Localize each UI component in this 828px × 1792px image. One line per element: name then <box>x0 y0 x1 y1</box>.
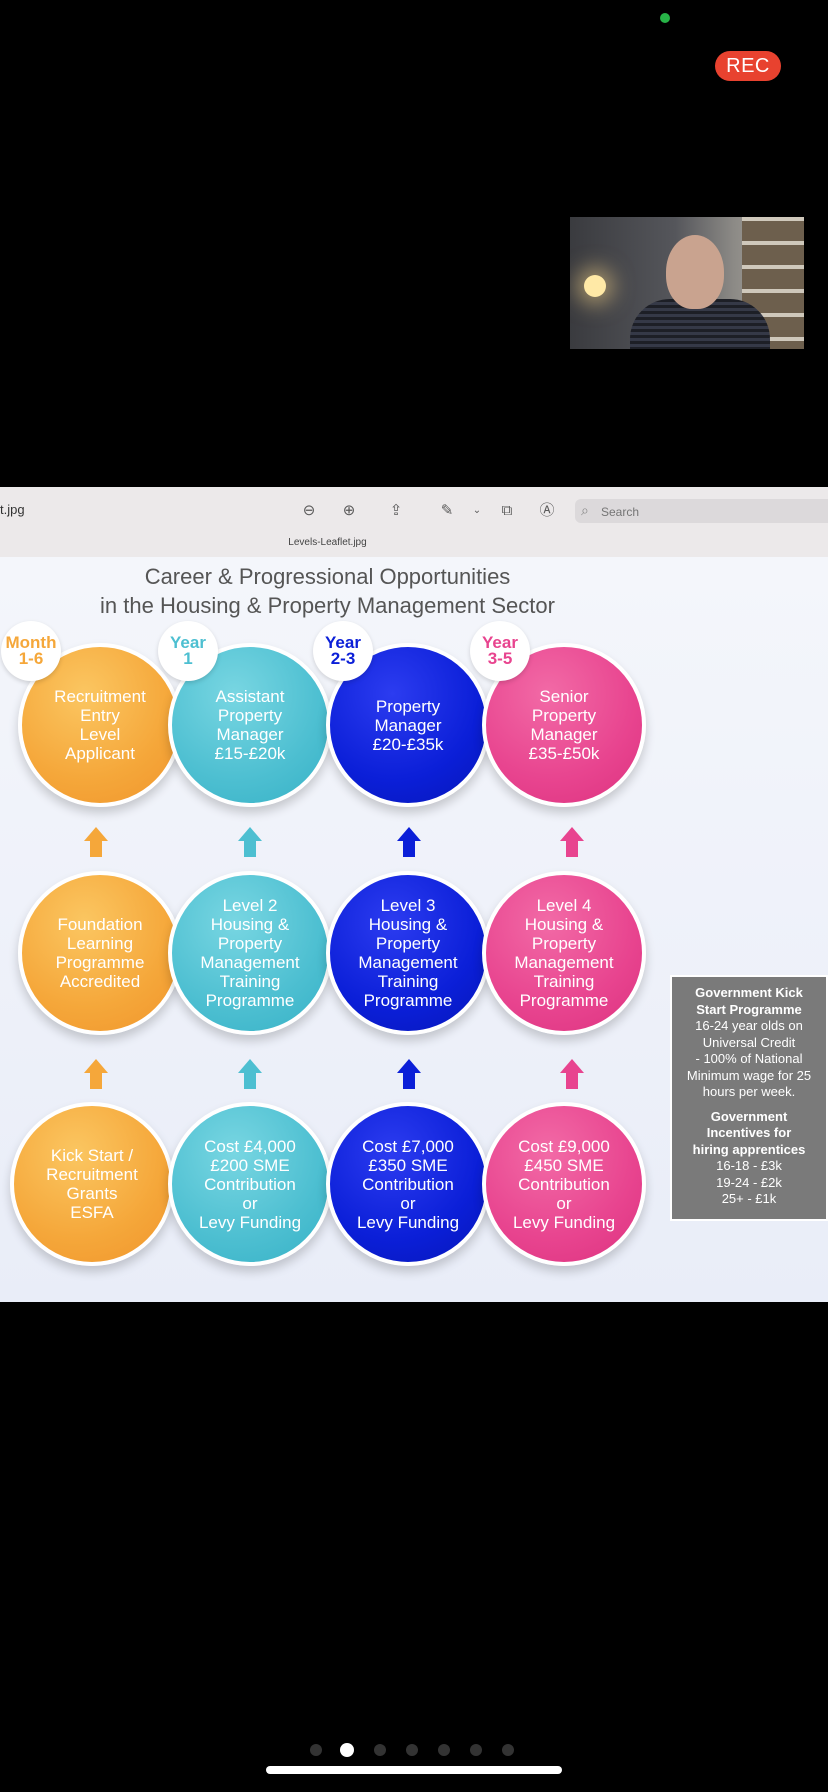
incentives-text: 16-18 - £3k 19-24 - £2k 25+ - £1k <box>716 1158 782 1206</box>
timeline-badge: Year 2-3 <box>313 621 373 681</box>
training-circle: Level 4 Housing & Property Management Tr… <box>482 871 646 1035</box>
document-filename: Levels-Leaflet.jpg <box>288 537 367 548</box>
page-dot-active[interactable] <box>340 1743 354 1757</box>
kick-start-text: 16-24 year olds on Universal Credit - 10… <box>686 1018 812 1099</box>
home-indicator[interactable] <box>266 1766 562 1774</box>
leaflet-image: Career & Progressional Opportunities in … <box>0 557 828 1302</box>
page-dot[interactable] <box>438 1744 450 1756</box>
training-text: Foundation Learning Programme Accredited <box>55 915 145 991</box>
funding-text: Cost £4,000 £200 SME Contribution or Lev… <box>198 1136 302 1232</box>
page-dot[interactable] <box>470 1744 482 1756</box>
page-dot[interactable] <box>374 1744 386 1756</box>
zoom-in-icon[interactable]: ⊕ <box>342 502 356 519</box>
career-step-text: Property Manager £20-£35k <box>372 696 444 754</box>
page-indicator[interactable] <box>0 1743 828 1758</box>
training-text: Level 3 Housing & Property Management Tr… <box>358 896 458 1010</box>
share-icon[interactable]: ⇪ <box>389 502 403 519</box>
funding-circle: Cost £7,000 £350 SME Contribution or Lev… <box>326 1102 490 1266</box>
funding-text: Kick Start / Recruitment Grants ESFA <box>46 1146 138 1222</box>
government-incentives-box: Government Kick Start Programme 16-24 ye… <box>670 975 828 1221</box>
participant-video[interactable] <box>570 217 804 349</box>
funding-circle: Cost £9,000 £450 SME Contribution or Lev… <box>482 1102 646 1266</box>
page-dot[interactable] <box>502 1744 514 1756</box>
preview-toolbar: t.jpg ⊖ ⊕ ⇪ ✎ ⌄ ⧉ Ⓐ ⌕ Levels-Leaflet.jpg <box>0 487 828 558</box>
search-field[interactable]: ⌕ <box>575 499 828 523</box>
rotate-icon[interactable]: ⧉ <box>501 502 513 519</box>
training-text: Level 4 Housing & Property Management Tr… <box>514 896 614 1010</box>
search-icon: ⌕ <box>581 502 589 518</box>
window-title: t.jpg <box>0 502 25 517</box>
training-circle: Level 3 Housing & Property Management Tr… <box>326 871 490 1035</box>
page-dot[interactable] <box>310 1744 322 1756</box>
markup-pen-icon[interactable]: ✎ <box>440 502 454 519</box>
chevron-down-icon[interactable]: ⌄ <box>472 505 482 516</box>
lamp <box>584 275 606 297</box>
career-step-text: Senior Property Manager £35-£50k <box>528 687 600 763</box>
participant-head <box>666 235 724 309</box>
funding-circle: Cost £4,000 £200 SME Contribution or Lev… <box>168 1102 332 1266</box>
funding-text: Cost £9,000 £450 SME Contribution or Lev… <box>512 1136 616 1232</box>
leaflet-title-line-2: in the Housing & Property Management Sec… <box>100 593 555 618</box>
training-circle: Level 2 Housing & Property Management Tr… <box>168 871 332 1035</box>
rec-badge: REC <box>715 51 781 81</box>
zoom-out-icon[interactable]: ⊖ <box>302 502 316 519</box>
search-input[interactable] <box>599 502 823 522</box>
recording-indicator-dot <box>660 13 670 23</box>
career-step-text: Recruitment Entry Level Applicant <box>54 687 146 763</box>
training-circle: Foundation Learning Programme Accredited <box>18 871 182 1035</box>
career-step-text: Assistant Property Manager £15-£20k <box>214 687 286 763</box>
shared-screen-preview-window: t.jpg ⊖ ⊕ ⇪ ✎ ⌄ ⧉ Ⓐ ⌕ Levels-Leaflet.jpg… <box>0 487 828 1302</box>
timeline-badge: Month 1-6 <box>1 621 61 681</box>
funding-text: Cost £7,000 £350 SME Contribution or Lev… <box>356 1136 460 1232</box>
funding-circle: Kick Start / Recruitment Grants ESFA <box>10 1102 174 1266</box>
timeline-badge: Year 1 <box>158 621 218 681</box>
leaflet-title-line-1: Career & Progressional Opportunities <box>144 564 511 589</box>
timeline-badge: Year 3-5 <box>470 621 530 681</box>
training-text: Level 2 Housing & Property Management Tr… <box>200 896 300 1010</box>
annotate-icon[interactable]: Ⓐ <box>539 502 555 519</box>
page-dot[interactable] <box>406 1744 418 1756</box>
kick-start-heading: Government Kick Start Programme <box>695 985 803 1017</box>
incentives-heading: Government Incentives for hiring apprent… <box>692 1108 806 1157</box>
